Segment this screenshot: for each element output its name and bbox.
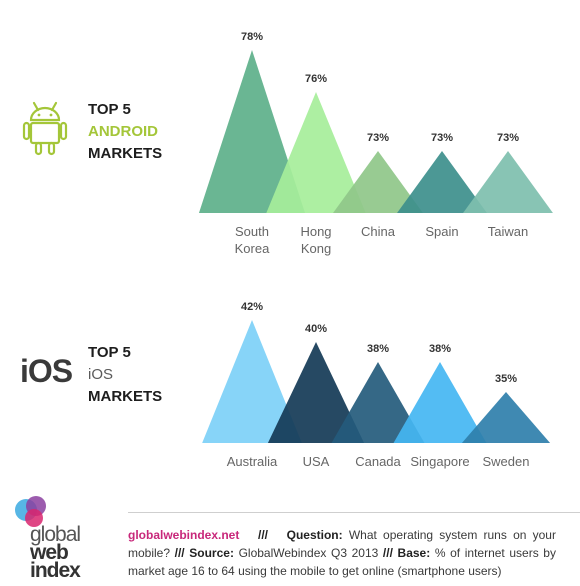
- android-category-label-2-0: China: [361, 224, 396, 239]
- ios-title-line1: TOP 5: [88, 344, 131, 361]
- android-category-label-0-1: Korea: [235, 241, 270, 256]
- ios-value-label-2: 38%: [367, 343, 389, 355]
- android-chart-title: TOP 5 ANDROID MARKETS: [88, 99, 162, 165]
- footer-divider: [128, 512, 580, 513]
- android-value-label-2: 73%: [367, 132, 389, 144]
- android-value-label-4: 73%: [497, 132, 519, 144]
- ios-category-label-4-0: Sweden: [483, 454, 530, 469]
- android-title-line1: TOP 5: [88, 101, 131, 118]
- ios-value-label-3: 38%: [429, 343, 451, 355]
- ios-peak-4: [461, 392, 551, 443]
- android-robot-icon: [22, 101, 68, 156]
- footer-source: GlobalWebindex Q3 2013: [238, 546, 379, 560]
- ios-category-label-1-0: USA: [303, 454, 330, 469]
- android-title-line2: ANDROID: [88, 123, 158, 140]
- android-title-line3: MARKETS: [88, 145, 163, 162]
- android-category-label-1-1: Kong: [301, 241, 331, 256]
- android-peak-0: [198, 50, 306, 213]
- android-value-label-3: 73%: [431, 132, 453, 144]
- brand-line1: global: [30, 523, 81, 546]
- ios-peak-2: [331, 362, 425, 443]
- footer-sep-1: ///: [257, 528, 268, 542]
- ios-category-label-0-0: Australia: [227, 454, 278, 469]
- footer-note: globalwebindex.net /// Question: What op…: [128, 526, 556, 580]
- android-category-label-4-0: Taiwan: [488, 224, 528, 239]
- ios-peak-3: [393, 362, 487, 443]
- ios-chart-title: TOP 5 iOS MARKETS: [88, 342, 162, 408]
- brand-line2: web: [30, 541, 69, 564]
- android-logo: [22, 100, 68, 161]
- android-peak-3: [397, 151, 487, 213]
- android-category-label-3-0: Spain: [425, 224, 458, 239]
- ios-peak-1: [267, 342, 365, 443]
- ios-peak-0: [202, 320, 302, 443]
- ios-category-label-3-0: Singapore: [410, 454, 469, 469]
- ios-category-label-2-0: Canada: [355, 454, 401, 469]
- ios-value-label-1: 40%: [305, 323, 327, 335]
- footer-sep-2: ///: [174, 546, 185, 560]
- brand-line3: index: [30, 559, 81, 582]
- gwi-bubbles-icon: [15, 496, 46, 527]
- android-value-label-1: 76%: [305, 73, 327, 85]
- footer-question: What operating system runs on your mobil…: [128, 528, 556, 560]
- ios-value-label-0: 42%: [241, 301, 263, 313]
- android-peak-4: [463, 151, 553, 213]
- globalwebindex-wordmark: global web index: [30, 523, 81, 582]
- android-category-label-1-0: Hong: [300, 224, 331, 239]
- footer-question-label: Question:: [286, 528, 343, 542]
- footer-base-label: Base:: [397, 546, 431, 560]
- footer-sep-3: ///: [382, 546, 393, 560]
- android-value-label-0: 78%: [241, 31, 263, 43]
- ios-title-line3: MARKETS: [88, 388, 163, 405]
- footer-site-link[interactable]: globalwebindex.net: [128, 528, 240, 542]
- android-peak-1: [266, 92, 366, 213]
- globalwebindex-logo: [12, 496, 112, 582]
- footer-source-label: Source:: [189, 546, 234, 560]
- footer-base: % of internet users by market age 16 to …: [128, 546, 556, 578]
- android-category-label-0-0: South: [235, 224, 269, 239]
- ios-title-line2: iOS: [88, 366, 114, 383]
- ios-logo: iOS: [20, 353, 73, 389]
- android-peak-2: [333, 151, 423, 213]
- ios-value-label-4: 35%: [495, 373, 517, 385]
